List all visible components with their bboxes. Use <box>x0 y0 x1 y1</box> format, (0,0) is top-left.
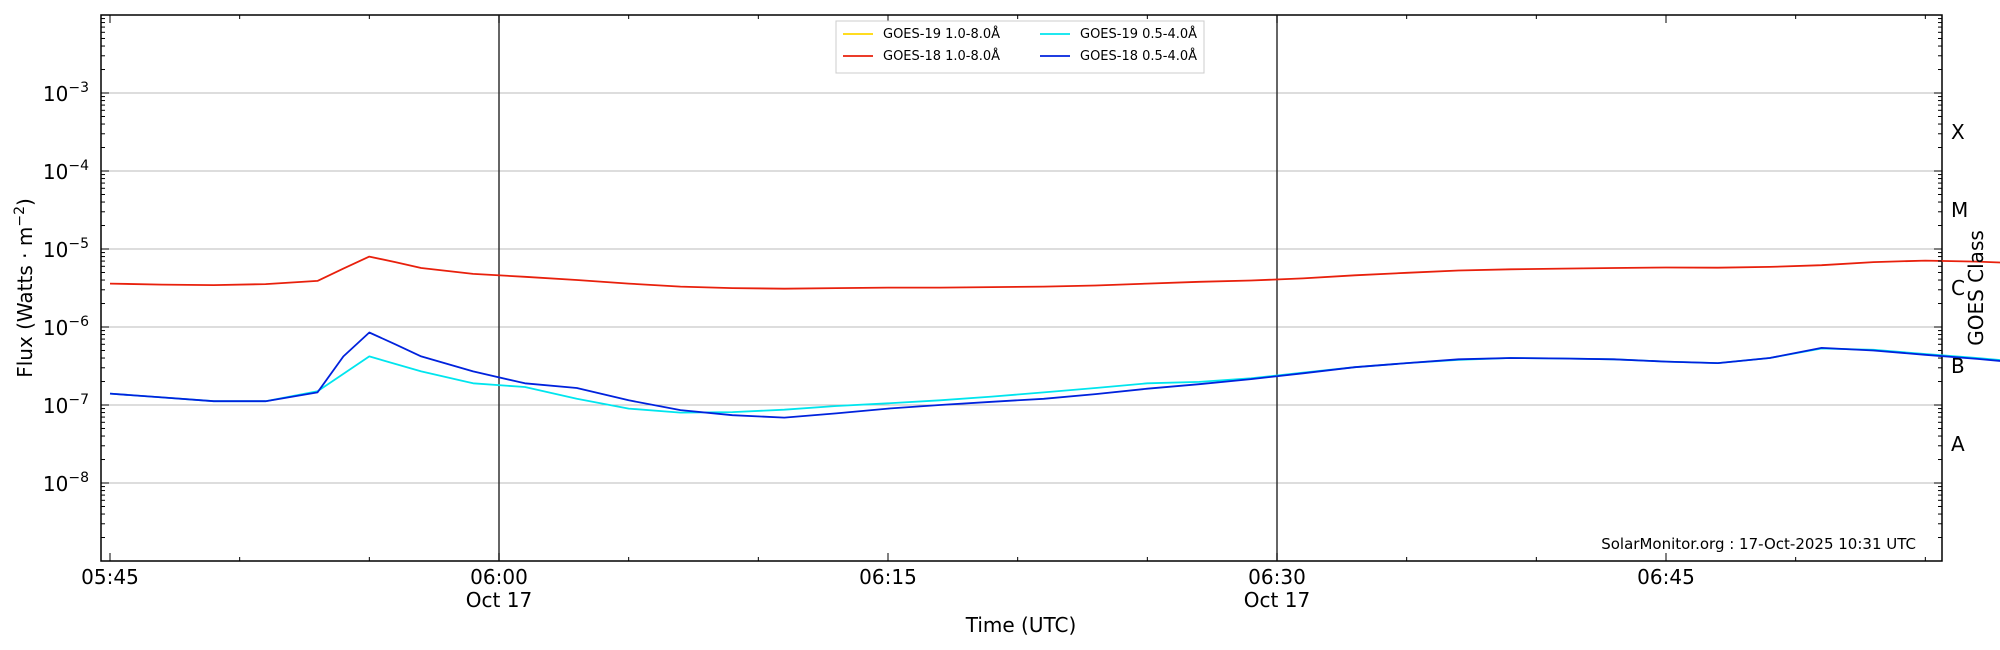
series-line <box>109 255 2000 290</box>
x-tick-label: 06:00 <box>470 565 528 589</box>
y-tick-label: 10−3 <box>43 80 89 106</box>
y-tick-label: 10−4 <box>43 158 89 184</box>
y-tick-label: 10−5 <box>43 236 89 262</box>
goes-class-label: A <box>1951 432 1965 456</box>
legend-entry: GOES-18 1.0-8.0Å <box>883 48 1000 64</box>
goes-class-label: M <box>1951 198 1968 222</box>
legend-entry: GOES-19 0.5-4.0Å <box>1080 26 1197 42</box>
goes-class-label: X <box>1951 120 1965 144</box>
x-tick-label: 06:30 <box>1248 565 1306 589</box>
series-line <box>109 331 2000 419</box>
y-tick-label: 10−7 <box>43 392 89 418</box>
legend-box <box>835 20 1205 74</box>
y-tick-label: 10−8 <box>43 470 89 496</box>
x-tick-label: 06:45 <box>1637 565 1695 589</box>
y-tick-label: 10−6 <box>43 314 89 340</box>
series-layer <box>109 255 2000 419</box>
x-tick-date-label: Oct 17 <box>1244 588 1310 612</box>
x-axis-title: Time (UTC) <box>965 613 1077 637</box>
y-axis: 10−8 10−7 10−6 10−5 10−4 10−3 <box>43 18 1942 539</box>
x-tick-label: 05:45 <box>81 565 139 589</box>
plot-frame <box>100 14 1943 562</box>
legend: GOES-19 1.0-8.0Å GOES-18 1.0-8.0Å GOES-19 … <box>835 20 1205 74</box>
legend-entry: GOES-19 1.0-8.0Å <box>883 26 1000 42</box>
goes-class-axis-title: GOES Class <box>1964 230 1988 346</box>
credit-text: SolarMonitor.org : 17-Oct-2025 10:31 UTC <box>1601 535 1916 553</box>
x-tick-label: 06:15 <box>859 565 917 589</box>
goes-class-label: C <box>1951 276 1965 300</box>
grid-layer <box>101 92 1942 484</box>
legend-entry: GOES-18 0.5-4.0Å <box>1080 48 1197 64</box>
date-boundary-lines <box>498 15 1278 561</box>
goes-class-label: B <box>1951 354 1965 378</box>
x-tick-date-label: Oct 17 <box>466 588 532 612</box>
y-axis-right: A B C M X <box>1951 120 1968 456</box>
y-axis-title: Flux (Watts · m−2) <box>12 198 37 378</box>
